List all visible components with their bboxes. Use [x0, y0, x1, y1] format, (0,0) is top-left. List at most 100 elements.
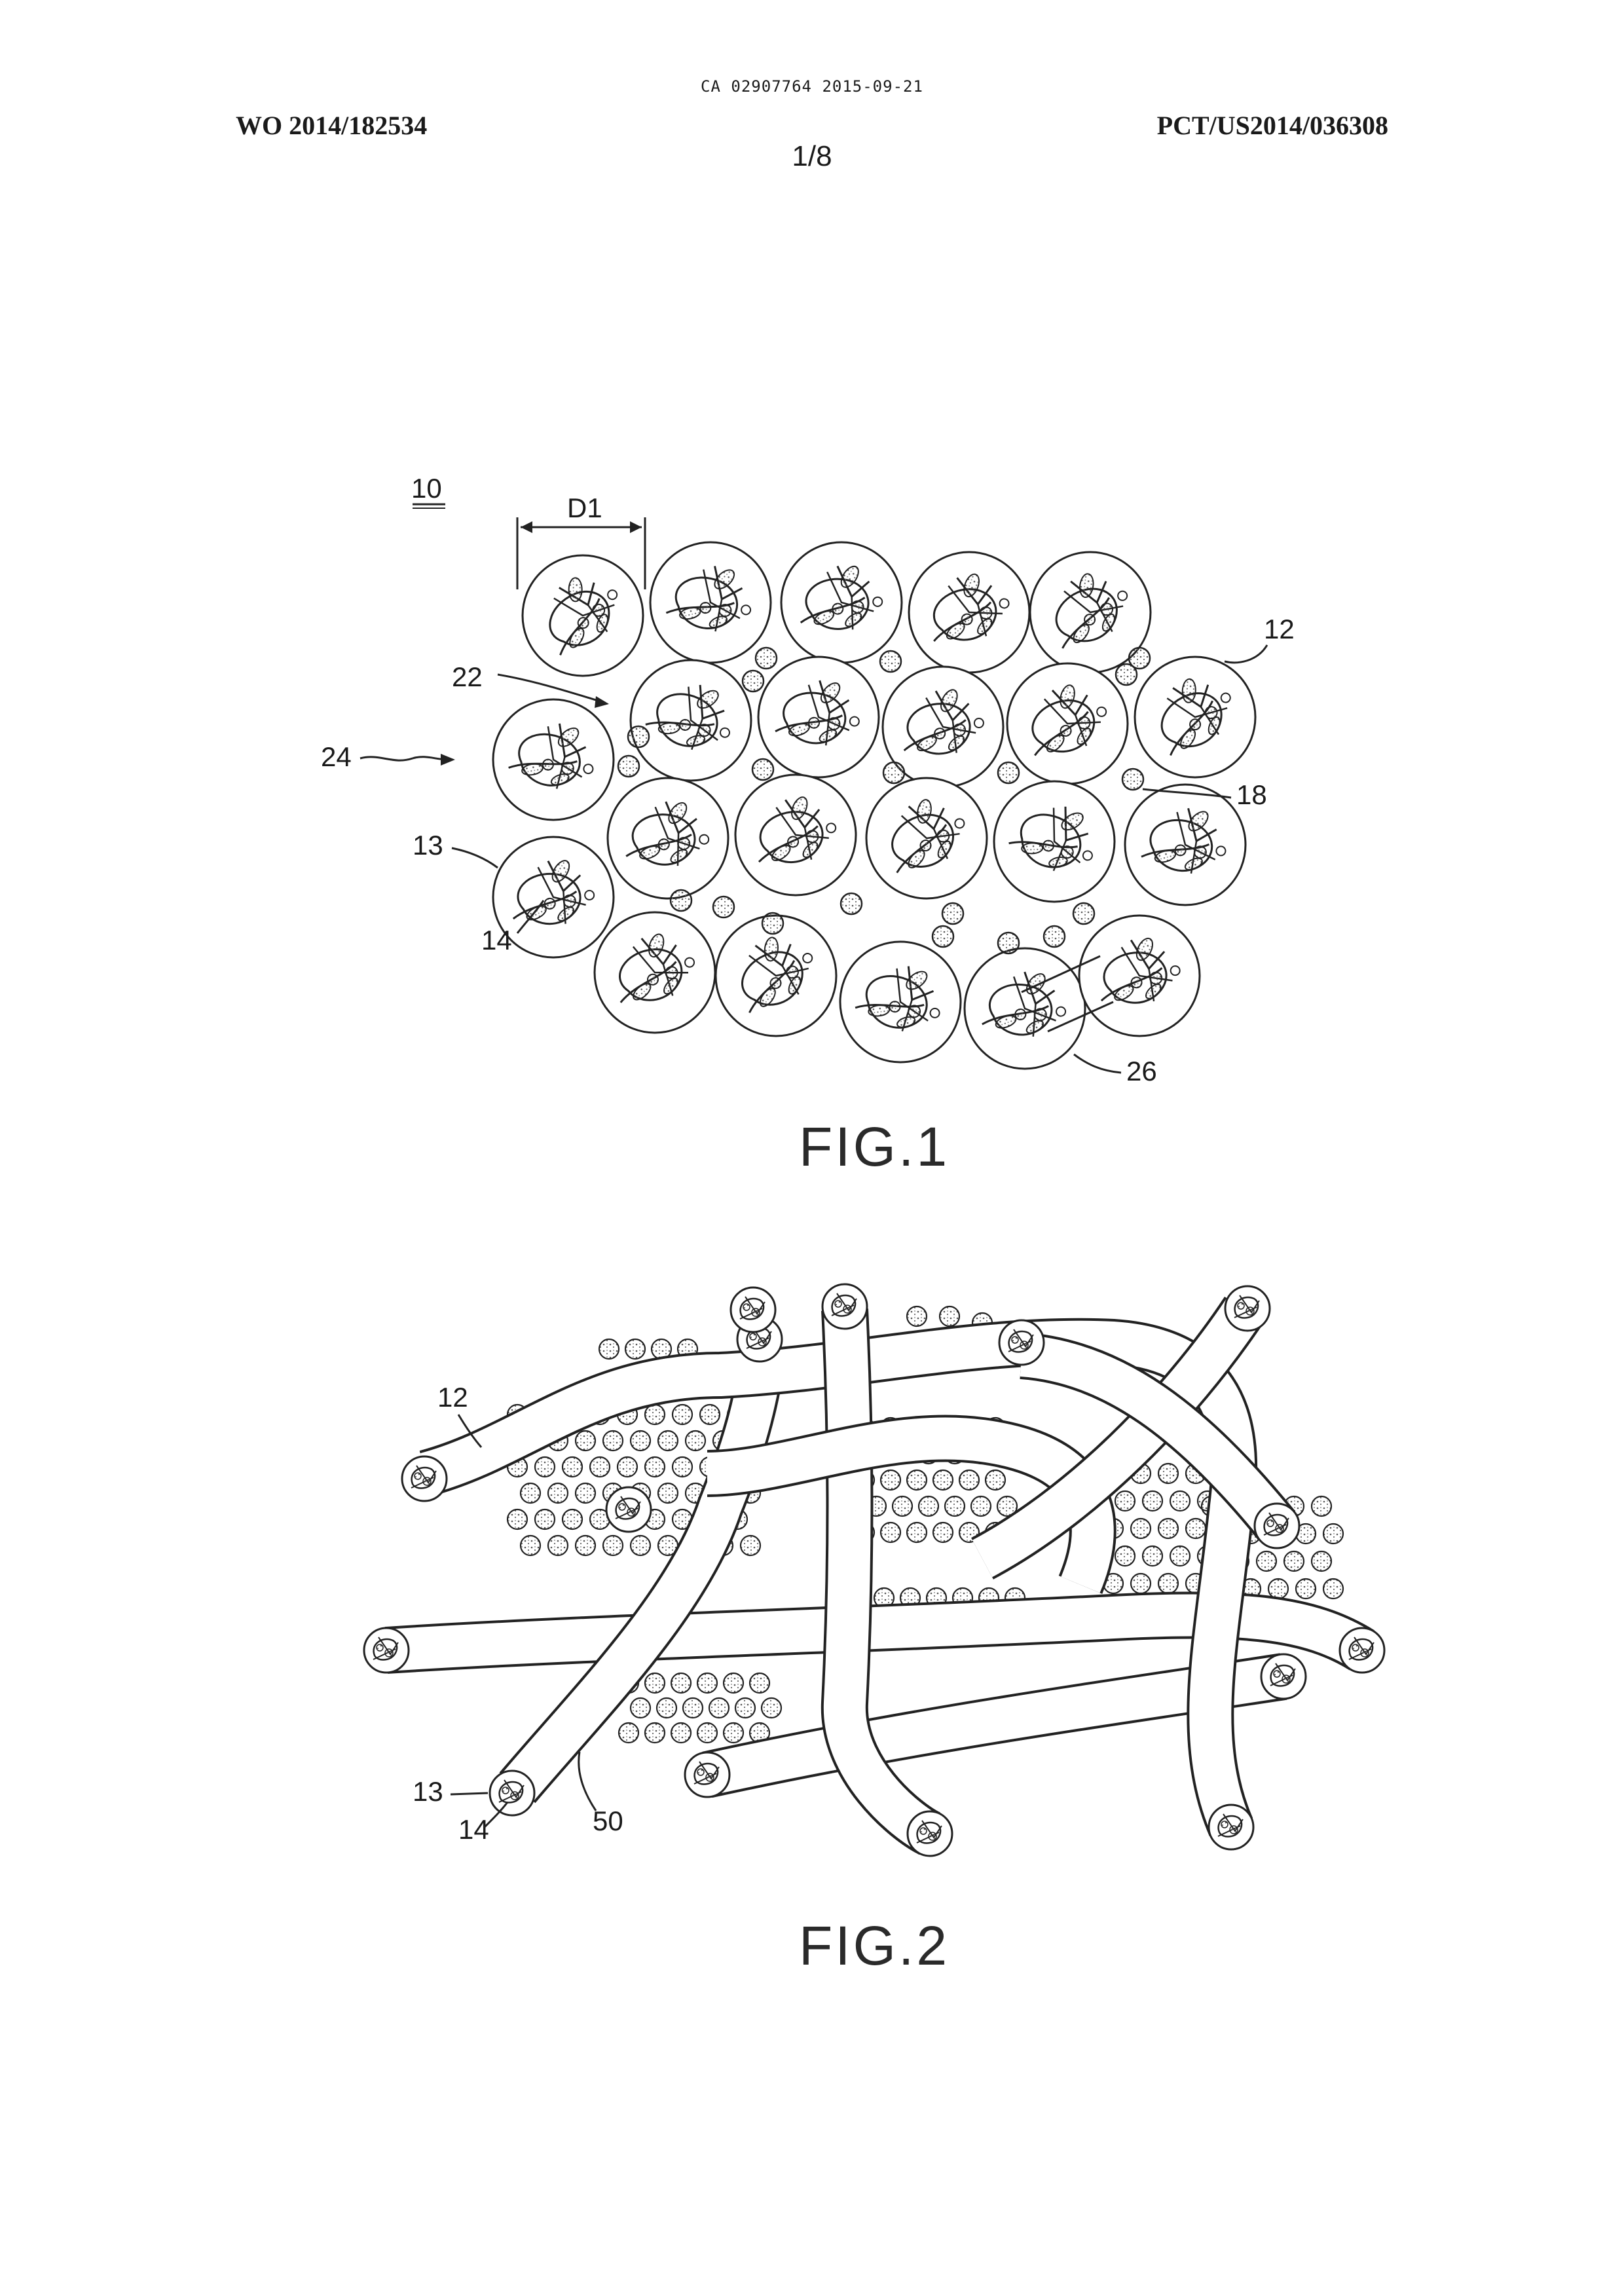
cell-particle: [673, 1457, 692, 1477]
microcarrier-bead: [493, 699, 614, 820]
fig2-fibers-group: [386, 1310, 1362, 1834]
microcarrier-bead: [1135, 657, 1255, 777]
arrowhead-22: [595, 696, 609, 708]
cell-particle: [986, 1470, 1005, 1490]
cell-particle: [1158, 1574, 1178, 1593]
cell-particle: [603, 1431, 623, 1451]
cell-particle: [1131, 1574, 1151, 1593]
microcarrier-bead: [840, 942, 961, 1062]
cell-particle: [724, 1723, 743, 1743]
fiber-endcap: [731, 1287, 775, 1332]
fig1-beads-group: [493, 542, 1255, 1069]
cell-particle: [590, 1457, 610, 1477]
cell-particle: [1170, 1491, 1190, 1511]
figure-2-drawing: 12 13 14 50 FIG.2: [0, 1270, 1624, 2069]
cell-particle: [971, 1496, 991, 1516]
cell-particle: [1323, 1524, 1343, 1544]
microcarrier-bead: [965, 948, 1085, 1069]
fig2-label-50: 50: [593, 1805, 623, 1836]
arrowhead-24: [441, 754, 455, 766]
cell-particle: [919, 1496, 938, 1516]
cell-particle: [563, 1509, 582, 1529]
microcarrier-bead: [1079, 916, 1200, 1036]
small-particle: [1073, 903, 1094, 924]
cell-particle: [735, 1698, 755, 1718]
cell-particle: [724, 1673, 743, 1693]
fiber-endcap: [685, 1752, 729, 1797]
label-18: 18: [1236, 779, 1267, 810]
small-particle: [998, 933, 1019, 954]
cell-particle: [1131, 1519, 1151, 1538]
fig2-label-12: 12: [437, 1382, 468, 1413]
cell-particle: [1284, 1551, 1304, 1571]
microcarrier-bead: [994, 781, 1115, 902]
cell-particle: [1312, 1496, 1331, 1516]
cell-particle: [683, 1698, 703, 1718]
small-particle: [932, 926, 953, 947]
cell-particle: [959, 1470, 979, 1490]
small-particle: [998, 762, 1019, 783]
cell-particle: [673, 1405, 692, 1424]
cell-particle: [1323, 1579, 1343, 1599]
fig2-leader-13: [451, 1793, 488, 1794]
label-22: 22: [452, 661, 483, 692]
leader-12: [1225, 645, 1267, 663]
microcarrier-bead: [523, 555, 643, 676]
cell-particle: [548, 1536, 568, 1555]
cell-particle: [625, 1339, 645, 1359]
cell-particle: [563, 1457, 582, 1477]
small-particle: [628, 726, 649, 747]
small-particle: [752, 759, 773, 780]
small-particle: [743, 671, 764, 692]
fiber-endcap: [490, 1771, 534, 1815]
fiber-endcap: [1209, 1805, 1253, 1849]
microcarrier-bead: [1125, 785, 1246, 905]
cell-particle: [945, 1496, 965, 1516]
fig2-label-14: 14: [458, 1814, 489, 1845]
cell-particle: [1158, 1519, 1178, 1538]
fiber-endcap: [908, 1811, 952, 1856]
fig2-leader-50: [579, 1752, 596, 1811]
microcarrier-bead: [631, 660, 751, 781]
small-particle: [841, 893, 862, 914]
cell-particle: [741, 1536, 760, 1555]
document-id-stamp: CA 02907764 2015-09-21: [0, 77, 1624, 96]
cell-particle: [697, 1673, 717, 1693]
cell-particle: [671, 1673, 691, 1693]
cell-particle: [1257, 1551, 1276, 1571]
fiber-endcap: [1255, 1504, 1299, 1548]
fiber-endcap: [1340, 1628, 1384, 1673]
cell-particle: [1296, 1579, 1316, 1599]
microcarrier-bead: [866, 778, 987, 898]
fiber-endcap: [1225, 1286, 1270, 1331]
cell-particle: [576, 1483, 595, 1503]
cell-particle: [657, 1698, 676, 1718]
cell-particle: [671, 1723, 691, 1743]
cell-particle: [645, 1457, 665, 1477]
cell-particle: [1268, 1579, 1288, 1599]
figure-2-caption: FIG.2: [799, 1915, 950, 1976]
cell-particle: [1115, 1491, 1135, 1511]
cell-particle: [645, 1723, 665, 1743]
label-d1: D1: [567, 492, 602, 523]
cell-particle: [933, 1523, 953, 1542]
cell-particle: [658, 1483, 678, 1503]
small-particle: [942, 903, 963, 924]
small-particle: [756, 648, 777, 669]
publication-number: WO 2014/182534: [236, 110, 427, 141]
cell-particle: [762, 1698, 781, 1718]
fiber-endcap: [1261, 1654, 1306, 1699]
page-number: 1/8: [0, 140, 1624, 173]
application-number: PCT/US2014/036308: [1157, 110, 1388, 141]
leader-26: [1074, 1054, 1121, 1073]
small-particle: [1122, 769, 1143, 790]
small-particle: [1044, 926, 1065, 947]
label-26: 26: [1126, 1056, 1157, 1086]
cell-particle: [893, 1496, 912, 1516]
small-particle: [713, 897, 734, 917]
label-12: 12: [1264, 614, 1295, 644]
small-particle: [671, 890, 692, 911]
cell-particle: [645, 1405, 665, 1424]
microcarrier-bead: [650, 542, 771, 663]
cell-particle: [521, 1483, 540, 1503]
